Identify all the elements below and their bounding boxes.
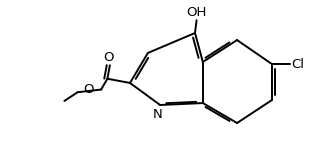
Text: O: O	[103, 51, 114, 64]
Text: O: O	[84, 83, 94, 96]
Text: OH: OH	[187, 6, 207, 20]
Text: N: N	[153, 108, 163, 121]
Text: Cl: Cl	[291, 58, 304, 70]
